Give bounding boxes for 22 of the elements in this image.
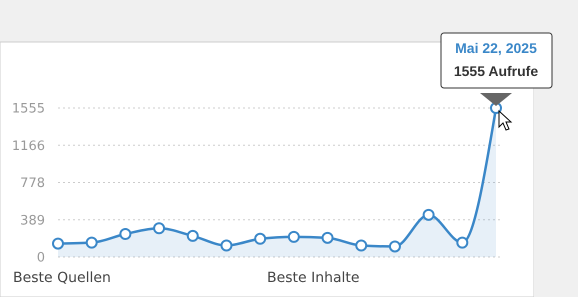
point: [220, 240, 232, 252]
point: [288, 230, 300, 243]
y-tick-label: 1555: [12, 102, 45, 117]
text: Beste Inhalte: [267, 270, 360, 286]
text: 1555 Aufrufe: [454, 63, 538, 79]
point: [388, 240, 401, 252]
point: [186, 230, 199, 242]
y-tick-label: 1166: [12, 138, 45, 154]
y-tick-label: 778: [20, 176, 45, 191]
y-tick-label: 389: [20, 213, 45, 228]
text: Beste Quellen: [13, 270, 111, 286]
point: [254, 232, 266, 245]
point: [119, 228, 132, 240]
text: Mai 22, 2025: [455, 40, 538, 56]
point: [322, 232, 334, 244]
y-tick-label: 0: [36, 250, 45, 266]
point: [355, 240, 368, 252]
point: [153, 222, 166, 234]
point: [86, 236, 98, 249]
point: [456, 236, 468, 249]
point: [422, 208, 435, 221]
point: [52, 238, 64, 250]
